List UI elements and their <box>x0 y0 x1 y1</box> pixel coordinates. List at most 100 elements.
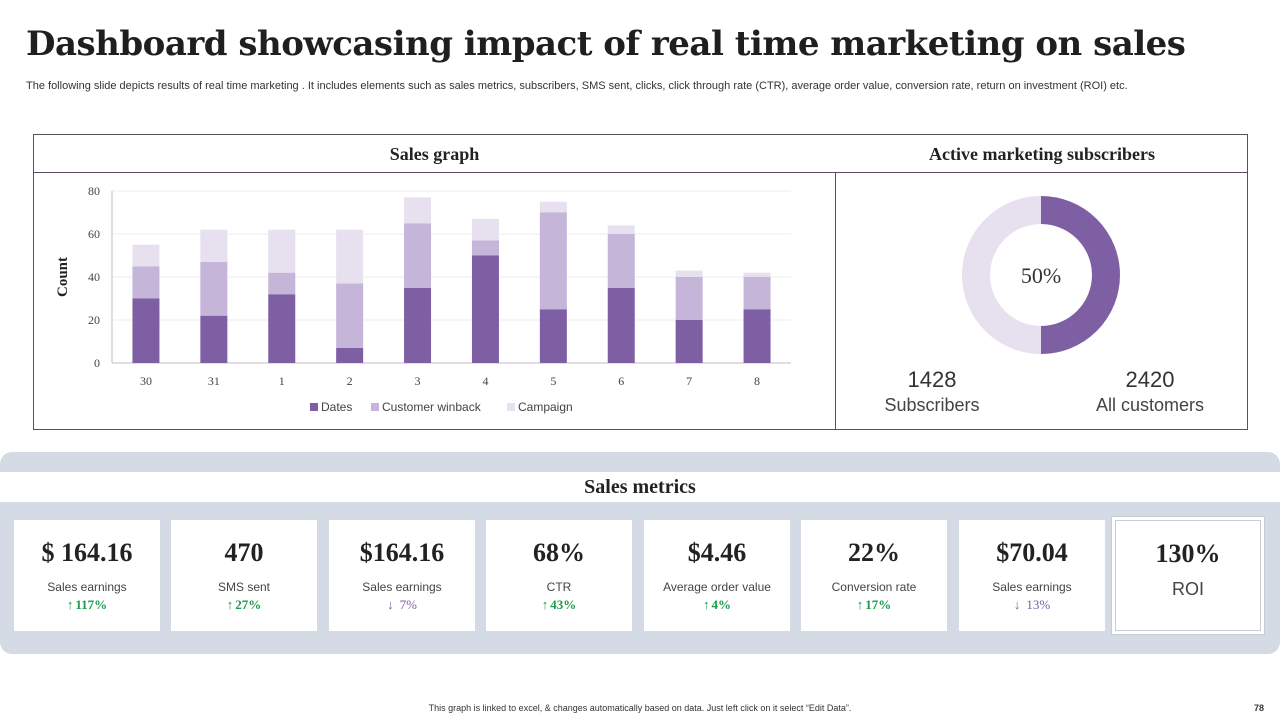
subscribers-heading: Active marketing subscribers <box>929 144 1155 164</box>
metric-value: $70.04 <box>996 538 1068 567</box>
donut-percent-label: 50% <box>1021 263 1061 288</box>
metric-value: $ 164.16 <box>41 538 133 567</box>
x-tick-label: 6 <box>618 374 624 388</box>
roi-label: ROI <box>1171 579 1204 599</box>
x-tick-label: 1 <box>279 374 285 388</box>
arrow-up-icon: ↑ <box>856 597 864 612</box>
x-tick-label: 4 <box>482 374 488 388</box>
bar-segment-customer-winback <box>336 283 364 348</box>
x-tick-label: 5 <box>550 374 556 388</box>
metric-change-value: 4% <box>711 597 732 612</box>
bar-segment-customer-winback <box>743 277 771 310</box>
metric-change: ↓ 13% <box>959 597 1105 613</box>
legend-swatch <box>507 403 515 411</box>
metric-change: ↑ 4% <box>644 597 790 613</box>
metric-value: $4.46 <box>687 538 747 567</box>
bar-segment-campaign <box>607 225 635 234</box>
x-tick-label: 8 <box>754 374 760 388</box>
metric-label: Average order value <box>663 580 771 594</box>
bar-segment-campaign <box>471 218 499 241</box>
bar-segment-customer-winback <box>132 266 160 299</box>
x-tick-label: 2 <box>347 374 353 388</box>
sales-graph-heading: Sales graph <box>389 144 480 164</box>
metric-change-value: 7% <box>399 597 417 612</box>
bar-segment-dates <box>200 315 228 363</box>
metric-label: Sales earnings <box>992 580 1072 594</box>
bar-segment-campaign <box>200 229 228 262</box>
customers-count: 2420 <box>1125 367 1175 392</box>
bar-segment-dates <box>132 298 160 363</box>
subscribers-donut-chart: 50% <box>962 196 1120 354</box>
page-number: 78 <box>1253 703 1264 713</box>
bar-segment-dates <box>607 287 635 363</box>
footer-note: This graph is linked to excel, & changes… <box>428 703 852 713</box>
metric-label: SMS sent <box>217 580 271 594</box>
donut-filled-segment <box>1040 196 1120 354</box>
metric-card: 68% CTR ↑ 43% <box>486 520 632 631</box>
metric-change: ↓ 7% <box>329 597 475 613</box>
legend-label: Dates <box>321 400 352 414</box>
bar-segment-customer-winback <box>200 261 228 316</box>
panel-header: Sales graph Active marketing subscribers <box>34 135 1247 173</box>
arrow-up-icon: ↑ <box>66 597 74 612</box>
metric-label: Sales earnings <box>362 580 442 594</box>
metric-value: 470 <box>224 538 264 567</box>
arrow-up-icon: ↑ <box>226 597 234 612</box>
bar-segment-campaign <box>132 244 160 267</box>
page-title: Dashboard showcasing impact of real time… <box>26 24 1186 64</box>
arrow-up-icon: ↑ <box>703 597 710 612</box>
bar-segment-campaign <box>675 270 703 277</box>
metric-change-value: 27% <box>235 597 262 612</box>
bar-segment-customer-winback <box>675 277 703 320</box>
metric-change-value: 17% <box>865 597 892 612</box>
bar-segment-dates <box>743 309 771 363</box>
page-subtitle: The following slide depicts results of r… <box>26 80 1128 92</box>
bar-segment-dates <box>471 255 499 363</box>
bar-segment-customer-winback <box>539 212 567 310</box>
metric-change: ↑ 17% <box>801 597 947 613</box>
bar-segment-customer-winback <box>268 272 296 295</box>
x-tick-label: 3 <box>415 374 421 388</box>
bar-segment-dates <box>675 320 703 363</box>
x-tick-label: 30 <box>140 374 152 388</box>
bar-segment-dates <box>268 294 296 363</box>
y-axis-title: Count <box>55 257 71 297</box>
bar-segment-campaign <box>336 229 364 284</box>
metric-change: ↑ 117% <box>14 597 160 613</box>
legend-label: Customer winback <box>382 400 482 414</box>
metric-change: ↑ 27% <box>171 597 317 613</box>
bar-segment-dates <box>404 287 432 363</box>
arrow-up-icon: ↑ <box>541 597 549 612</box>
metric-label: Sales earnings <box>47 580 127 594</box>
metric-value: 22% <box>848 538 900 567</box>
panel-divider <box>835 173 836 430</box>
metric-card: 22% Conversion rate ↑ 17% <box>801 520 947 631</box>
y-tick-label: 0 <box>94 356 100 370</box>
sales-graph-chart[interactable]: 0 20 40 60 80 Count 30 31 1 2 3 4 5 6 7 8 Dates Customer … <box>34 173 834 429</box>
metric-label: Conversion rate <box>831 580 917 594</box>
metric-card: $ 164.16 Sales earnings ↑ 117% <box>14 520 160 631</box>
y-tick-label: 20 <box>88 313 100 327</box>
bar-segment-campaign <box>404 197 432 224</box>
arrow-down-icon: ↓ <box>1013 597 1021 612</box>
metric-card: $70.04 Sales earnings ↓ 13% <box>959 520 1105 631</box>
customers-label: All customers <box>1095 395 1205 415</box>
x-tick-label: 7 <box>686 374 692 388</box>
metric-change: ↑ 43% <box>486 597 632 613</box>
bar-segment-customer-winback <box>404 223 432 288</box>
bar-segment-campaign <box>743 272 771 277</box>
charts-panel: Sales graph Active marketing subscribers… <box>33 134 1248 430</box>
legend-swatch <box>371 403 379 411</box>
subscribers-label: Subscribers <box>884 395 980 415</box>
bar-segment-campaign <box>539 201 567 213</box>
metric-change-value: 13% <box>1026 597 1051 612</box>
metric-card: 470 SMS sent ↑ 27% <box>171 520 317 631</box>
bar-segment-dates <box>336 347 364 363</box>
metric-value: 68% <box>533 538 585 567</box>
subscribers-count: 1428 <box>907 367 957 392</box>
x-tick-label: 31 <box>208 374 220 388</box>
metric-change-value: 43% <box>550 597 577 612</box>
metric-value: $164.16 <box>359 538 445 567</box>
metric-card-roi: 130% ROI <box>1115 520 1261 631</box>
roi-value: 130% <box>1155 539 1221 568</box>
